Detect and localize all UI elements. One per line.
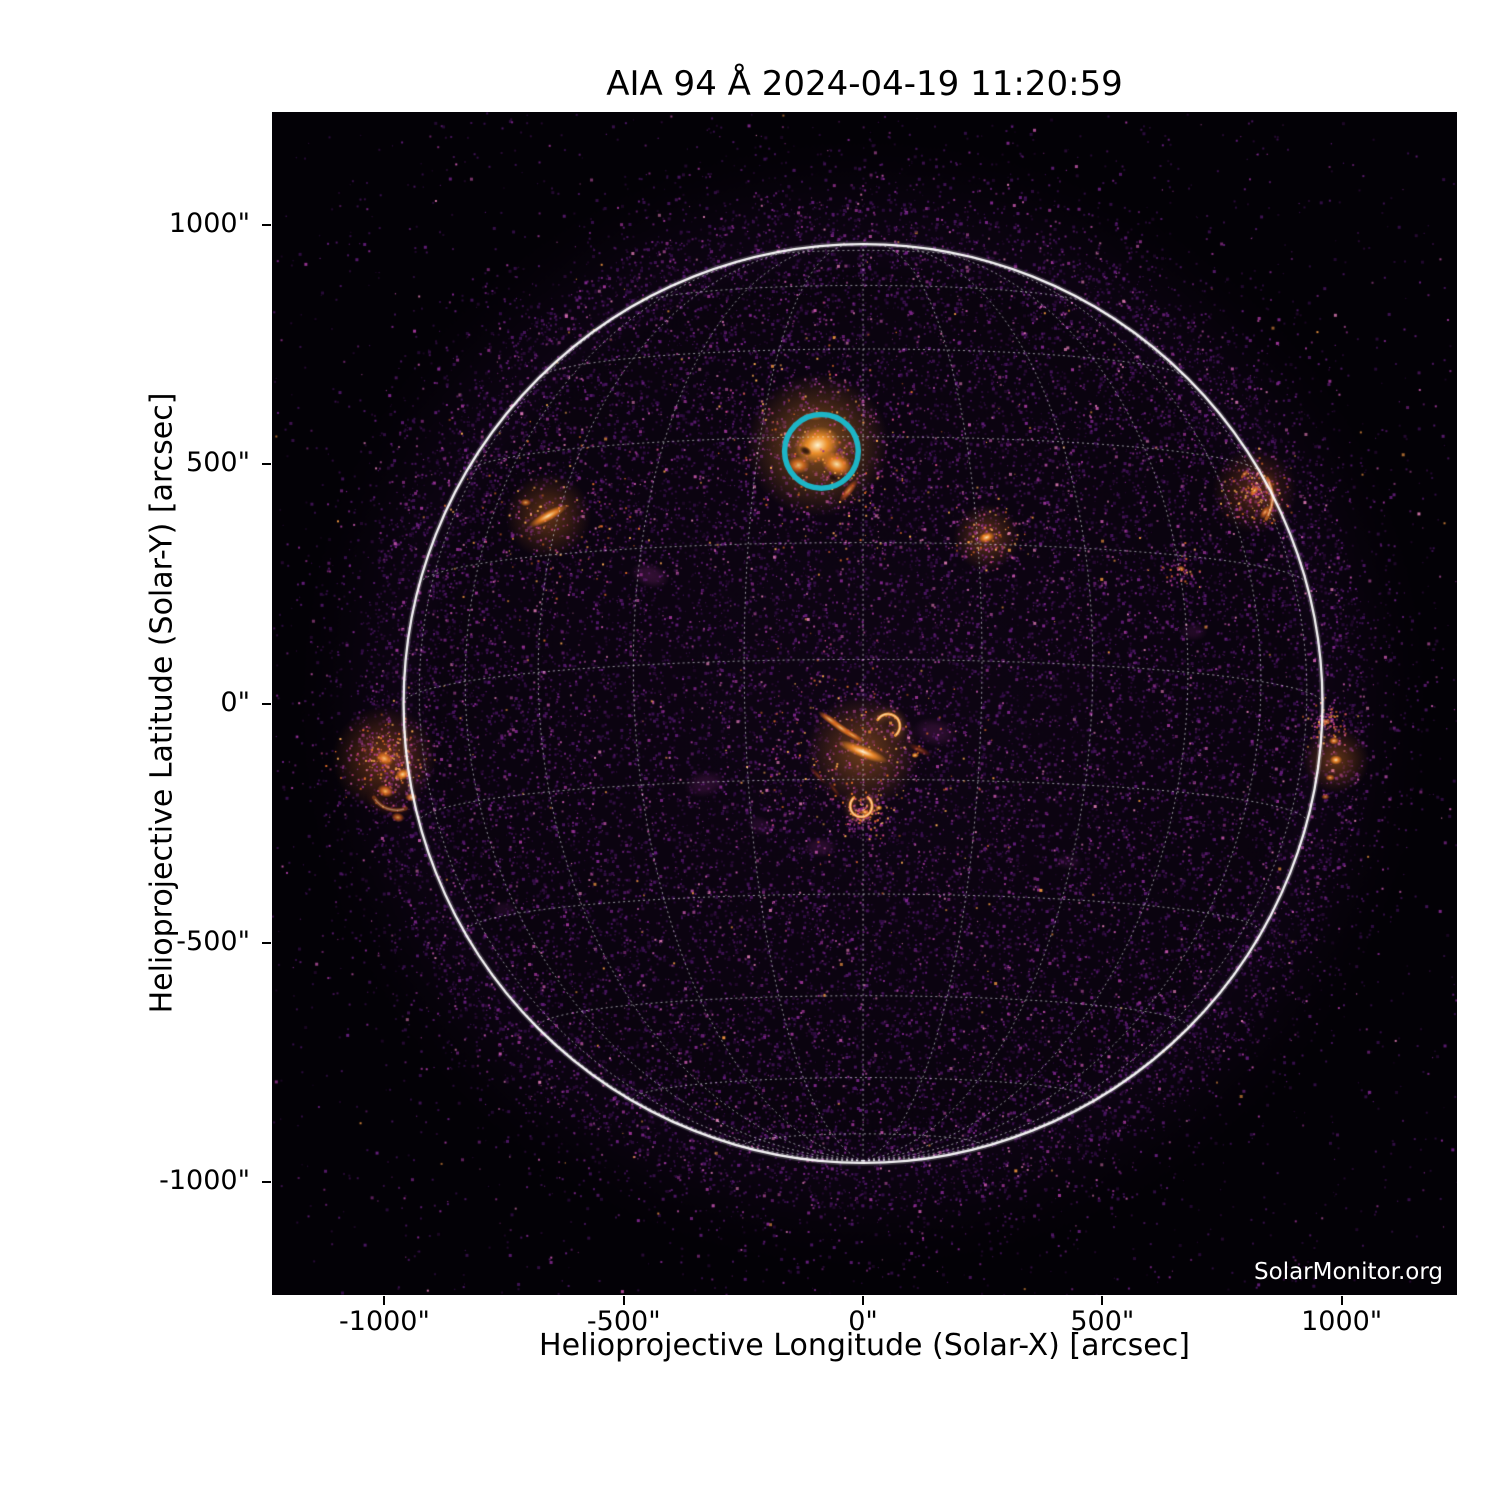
y-tick-mark bbox=[262, 702, 271, 705]
y-tick-label: 0" bbox=[220, 686, 250, 718]
x-tick-mark bbox=[862, 1296, 865, 1305]
x-tick-label: -1000" bbox=[339, 1306, 430, 1337]
y-tick-mark bbox=[262, 1181, 271, 1184]
plot-area: SolarMonitor.org bbox=[272, 112, 1457, 1295]
x-tick-label: 500" bbox=[1070, 1306, 1135, 1337]
x-tick-label: -500" bbox=[586, 1306, 661, 1337]
y-tick-label: 500" bbox=[186, 447, 250, 479]
x-tick-mark bbox=[383, 1296, 386, 1305]
watermark: SolarMonitor.org bbox=[1254, 1259, 1443, 1285]
y-tick-mark bbox=[262, 223, 271, 226]
x-tick-mark bbox=[1101, 1296, 1104, 1305]
y-tick-mark bbox=[262, 941, 271, 944]
x-tick-label: 1000" bbox=[1301, 1306, 1383, 1337]
x-tick-mark bbox=[1340, 1296, 1343, 1305]
y-tick-label: -500" bbox=[176, 925, 250, 957]
figure-title: AIA 94 Å 2024-04-19 11:20:59 bbox=[606, 64, 1123, 104]
x-tick-label: 0" bbox=[848, 1306, 878, 1337]
y-tick-label: 1000" bbox=[168, 207, 250, 239]
x-tick-mark bbox=[622, 1296, 625, 1305]
y-tick-label: -1000" bbox=[159, 1164, 250, 1196]
x-axis-label: Helioprojective Longitude (Solar-X) [arc… bbox=[539, 1328, 1190, 1363]
y-tick-mark bbox=[262, 463, 271, 466]
solar-image-canvas bbox=[272, 112, 1457, 1295]
